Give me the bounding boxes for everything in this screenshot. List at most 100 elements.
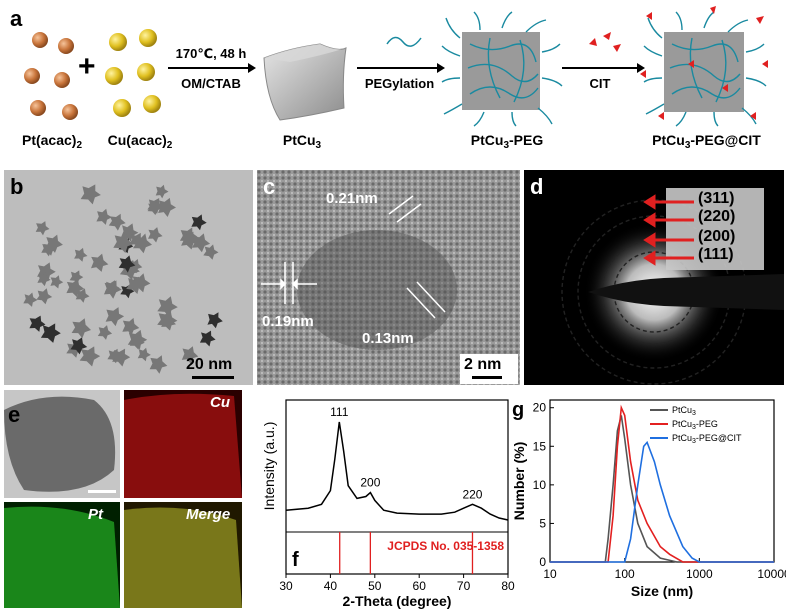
nanoparticle bbox=[29, 315, 46, 332]
x-tick-label: 40 bbox=[324, 579, 338, 593]
nanoparticle bbox=[112, 348, 131, 367]
nanoparticle bbox=[157, 310, 178, 331]
pt-map-label: Pt bbox=[88, 506, 103, 523]
nanoparticle bbox=[158, 197, 176, 217]
nanoparticle bbox=[129, 334, 145, 350]
peak-label: 111 bbox=[330, 405, 349, 419]
nanoparticle bbox=[104, 280, 120, 296]
nanoparticle bbox=[148, 227, 163, 243]
y-tick-label: 5 bbox=[539, 516, 546, 530]
ring-label-311: (311) bbox=[698, 190, 735, 207]
nanoparticle bbox=[23, 292, 38, 307]
ptcu3-peg-cit-particle bbox=[640, 6, 768, 127]
hrtem-image-c bbox=[257, 170, 520, 385]
ring-label-200: (200) bbox=[698, 228, 736, 245]
reactant-cu-spheres bbox=[105, 29, 161, 117]
scale-text-c: 2 nm bbox=[464, 356, 502, 373]
panel-f-label: f bbox=[292, 549, 299, 571]
nanoparticle bbox=[79, 346, 101, 367]
scale-bar-c-bg bbox=[460, 354, 518, 384]
x-tick-label: 70 bbox=[457, 579, 471, 593]
reactant-pt-spheres bbox=[24, 32, 78, 120]
nanoparticle bbox=[35, 221, 50, 236]
eds-tem-image bbox=[4, 390, 120, 498]
nanoparticle bbox=[45, 234, 63, 253]
legend-entry: PtCu3 bbox=[672, 405, 696, 417]
nanoparticle bbox=[96, 208, 112, 225]
nanoparticle bbox=[74, 247, 88, 262]
nanoparticle bbox=[66, 278, 85, 298]
nanoparticle bbox=[132, 273, 151, 293]
product3-label: PtCu3-PEG@CIT bbox=[652, 132, 761, 151]
nanoparticle bbox=[157, 296, 178, 317]
nanoparticle bbox=[105, 307, 125, 327]
eds-merge-map bbox=[124, 502, 242, 608]
step3-label: CIT bbox=[589, 76, 611, 91]
nanoparticle bbox=[181, 231, 199, 250]
panel-a-label: a bbox=[10, 6, 23, 31]
xrd-curve bbox=[285, 421, 509, 521]
scale-bar-b bbox=[192, 376, 234, 379]
x-tick-label: 30 bbox=[279, 579, 293, 593]
nanoparticle bbox=[69, 270, 84, 285]
ptcu3-peg-particle bbox=[441, 11, 563, 127]
x-tick-label: 50 bbox=[368, 579, 382, 593]
panel-g-label: g bbox=[512, 399, 524, 421]
nanoparticle bbox=[191, 214, 207, 231]
x-tick-label: 10000 bbox=[757, 567, 786, 581]
nanoparticle bbox=[133, 233, 152, 254]
scale-bar-c bbox=[472, 376, 502, 379]
nanoparticle bbox=[80, 184, 101, 205]
nanoparticle bbox=[75, 288, 90, 303]
peg-chain-icon bbox=[386, 36, 422, 47]
nanoparticle bbox=[120, 284, 135, 299]
d-spacing-019: 0.19nm bbox=[262, 313, 314, 330]
eds-scale-bar bbox=[88, 490, 116, 493]
nanoparticle bbox=[71, 318, 91, 339]
plot-frame bbox=[549, 399, 775, 563]
peak-label: 200 bbox=[360, 476, 380, 490]
panel-c-label: c bbox=[263, 174, 276, 199]
x-tick-label: 100 bbox=[615, 567, 635, 581]
saed-pattern-d bbox=[524, 170, 784, 385]
nanoparticle bbox=[70, 337, 88, 355]
ring-label-111: (111) bbox=[698, 246, 734, 263]
arrow-1 bbox=[168, 63, 256, 73]
nanoparticle bbox=[107, 348, 122, 364]
panel-e-label: e bbox=[8, 402, 21, 427]
plus-sign: + bbox=[78, 50, 96, 83]
nanoparticle bbox=[207, 312, 223, 329]
plot-frame bbox=[285, 399, 509, 575]
reactant2-label: Cu(acac)2 bbox=[107, 132, 173, 151]
nanoparticle bbox=[97, 325, 113, 340]
step2-label: PEGylation bbox=[364, 76, 435, 91]
nanoparticle bbox=[181, 346, 199, 364]
x-tick-label: 10 bbox=[543, 567, 557, 581]
cu-map-label: Cu bbox=[210, 394, 230, 411]
nanoparticle bbox=[91, 253, 109, 272]
y-tick-label: 10 bbox=[533, 478, 547, 492]
legend-entry: PtCu3-PEG@CIT bbox=[672, 433, 742, 445]
d-spacing-021: 0.21nm bbox=[326, 190, 378, 207]
x-axis-title: Size (nm) bbox=[631, 583, 693, 599]
scale-text-b: 20 nm bbox=[186, 356, 233, 373]
nanoparticle bbox=[41, 242, 55, 257]
tem-image-b bbox=[4, 170, 253, 385]
y-axis-title: Number (%) bbox=[511, 442, 527, 521]
condition-bottom: OM/CTAB bbox=[181, 76, 241, 91]
legend-entry: PtCu3-PEG bbox=[672, 419, 718, 431]
x-axis-title: 2-Theta (degree) bbox=[343, 593, 452, 609]
product1-label: PtCu3 bbox=[282, 132, 322, 151]
ptcu3-cube bbox=[263, 43, 347, 121]
nanoparticle bbox=[122, 317, 140, 336]
panel-d-label: d bbox=[530, 174, 544, 199]
nanoparticle bbox=[199, 330, 216, 347]
y-tick-label: 0 bbox=[539, 555, 546, 569]
nanoparticle bbox=[50, 275, 64, 289]
nanoparticle bbox=[203, 244, 219, 260]
product2-label: PtCu3-PEG bbox=[470, 132, 544, 151]
d-spacing-013: 0.13nm bbox=[362, 330, 414, 347]
arrow-2 bbox=[357, 63, 445, 73]
dls-curve bbox=[550, 415, 774, 563]
dls-curve bbox=[550, 404, 774, 563]
